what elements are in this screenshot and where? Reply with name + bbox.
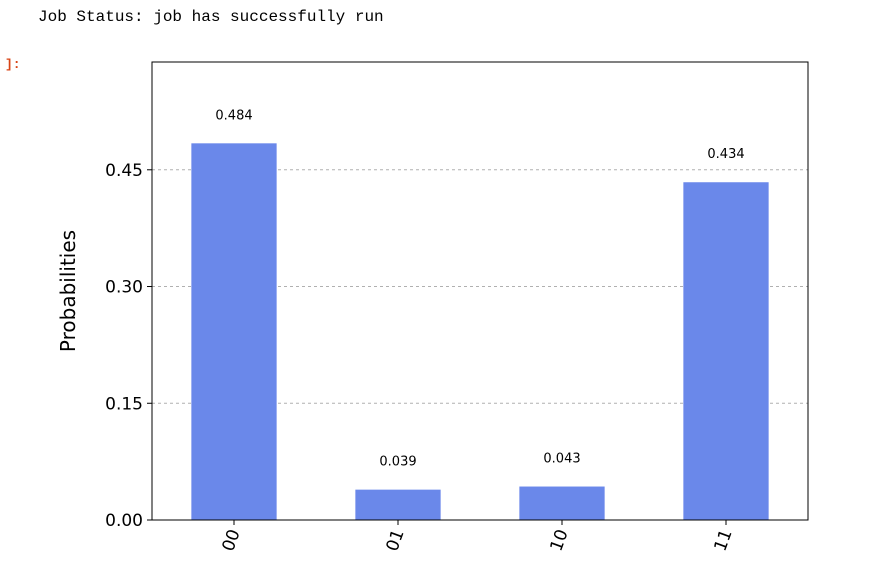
y-axis-label: Probabilities bbox=[56, 230, 80, 352]
bar-01 bbox=[355, 489, 441, 520]
bars bbox=[191, 143, 769, 521]
x-axis-ticks: 00 01 10 11 bbox=[219, 520, 737, 554]
y-tick-label: 0.45 bbox=[105, 161, 143, 181]
bar-value-labels: 0.484 0.039 0.043 0.434 bbox=[215, 108, 744, 469]
bar-value-label: 0.043 bbox=[543, 452, 580, 467]
bar-value-label: 0.039 bbox=[379, 455, 416, 470]
bar-10 bbox=[519, 486, 605, 520]
x-tick-label: 00 bbox=[219, 527, 245, 554]
job-status-text: Job Status: job has successfully run bbox=[38, 8, 384, 26]
y-tick-label: 0.15 bbox=[105, 394, 143, 414]
x-tick-label: 01 bbox=[383, 527, 409, 554]
axes-frame bbox=[151, 61, 809, 521]
bar-11 bbox=[683, 182, 769, 520]
y-tick-label: 0.00 bbox=[105, 511, 143, 531]
bar-value-label: 0.484 bbox=[215, 108, 252, 123]
x-tick-label: 11 bbox=[711, 527, 737, 554]
bar-00 bbox=[191, 143, 277, 521]
x-tick-label: 10 bbox=[547, 527, 573, 554]
y-tick-label: 0.30 bbox=[105, 278, 143, 298]
bar-value-label: 0.434 bbox=[707, 147, 744, 162]
cell-prompt-marker: ]: bbox=[5, 57, 21, 72]
y-axis-ticks: 0.00 0.15 0.30 0.45 bbox=[105, 161, 152, 531]
